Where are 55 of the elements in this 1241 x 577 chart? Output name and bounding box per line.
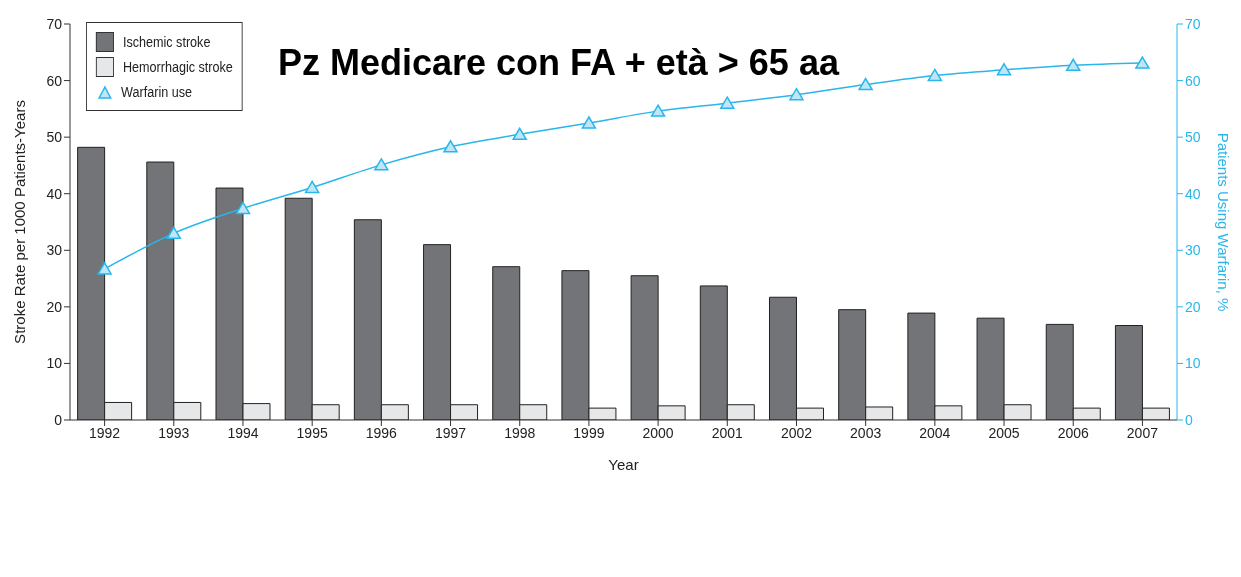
y2-tick-label: 20 <box>1185 298 1201 315</box>
x-tick-label: 2003 <box>850 424 882 441</box>
point <box>927 68 943 82</box>
point <box>1135 56 1150 69</box>
y2-tick-label: 40 <box>1185 185 1201 202</box>
x-tick-label: 2002 <box>780 424 813 441</box>
point <box>97 262 112 275</box>
x-tick-label: 1993 <box>158 424 190 441</box>
x-tick-label: 1995 <box>296 424 328 441</box>
legend-label: Hemorrhagic stroke <box>122 58 233 75</box>
x-tick-label: 1997 <box>434 424 467 441</box>
point <box>1065 58 1081 72</box>
y-tick-label: 0 <box>54 411 63 428</box>
y-tick-label: 10 <box>46 355 63 372</box>
y2-axis-title: Patients Using Warfarin, % <box>1214 132 1232 312</box>
y-tick-label: 30 <box>46 242 63 259</box>
text: Pz Medicare con FA + età > 65 aa <box>278 42 839 84</box>
x-tick-label: 1992 <box>89 424 121 441</box>
x-tick-label: 1996 <box>365 424 398 441</box>
point <box>235 201 251 215</box>
y-tick-label: 70 <box>46 15 63 32</box>
point <box>443 140 458 153</box>
point <box>581 116 597 129</box>
legend-label: Ischemic stroke <box>122 33 211 50</box>
point <box>720 96 735 109</box>
x-tick-label: 2001 <box>711 424 744 441</box>
x-tick-label: 2007 <box>1126 424 1159 441</box>
y2-tick-label: 30 <box>1185 242 1201 259</box>
point <box>304 180 320 194</box>
x-tick-label: 1994 <box>227 424 259 441</box>
y-tick-label: 60 <box>46 72 63 89</box>
y2-tick-label: 10 <box>1185 355 1201 372</box>
x-tick-label: 1999 <box>573 424 605 441</box>
x-tick-label: 2006 <box>1057 424 1089 441</box>
y2-tick-label: 60 <box>1185 72 1201 89</box>
x-axis-title: Year <box>608 456 639 473</box>
x-tick-label: 2005 <box>988 424 1020 441</box>
point <box>789 87 804 101</box>
point <box>166 226 182 240</box>
point <box>374 158 389 171</box>
point <box>650 104 666 117</box>
point <box>996 63 1012 76</box>
x-tick-label: 2004 <box>919 424 951 441</box>
point <box>858 77 873 91</box>
point <box>512 127 527 141</box>
x-tick-label: 2000 <box>642 424 674 441</box>
x-tick-label: 1998 <box>504 424 536 441</box>
y2-tick-label: 50 <box>1185 129 1201 146</box>
y-tick-label: 50 <box>46 129 63 146</box>
legend-label: Warfarin use <box>121 83 193 100</box>
y-tick-label: 20 <box>46 298 63 315</box>
y2-tick-label: 0 <box>1185 411 1193 428</box>
y-tick-label: 40 <box>46 185 63 202</box>
y-axis-title: Stroke Rate per 1000 Patients-Years <box>11 100 29 344</box>
y2-tick-label: 70 <box>1185 15 1201 32</box>
